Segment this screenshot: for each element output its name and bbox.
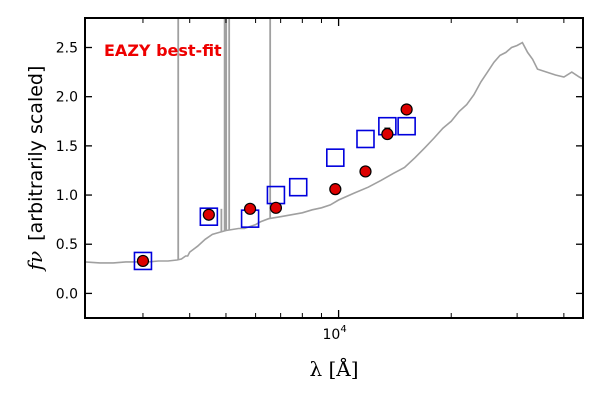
tick-layer: 0.0 0.5 1.0 1.5 2.0 2.5 104 [56, 18, 583, 343]
model-photometry-square [133, 251, 153, 271]
y-axis-label: fν [arbitrarily scaled] [23, 66, 47, 273]
x-tick-label: 104 [322, 324, 346, 343]
y-tick-label: 0.0 [56, 286, 78, 302]
y-axis-label-text: [arbitrarily scaled] [25, 66, 47, 241]
y-tick-label: 2.5 [56, 41, 78, 57]
observed-photometry-point [269, 201, 283, 214]
y-tick-label: 0.5 [56, 237, 78, 253]
model-photometry-square [356, 129, 375, 149]
y-axis-label-symbol: fν [23, 251, 47, 273]
model-photometry-square [326, 148, 345, 167]
plot-layer [85, 18, 583, 271]
observed-photometry-point [359, 165, 372, 178]
observed-photometry-point [381, 127, 394, 141]
x-tick-label-exponent: 4 [340, 324, 346, 335]
chart-annotation: EAZY best-fit [104, 41, 222, 60]
x-tick-label-base: 10 [322, 327, 340, 343]
plot-frame [84, 17, 584, 319]
x-axis-label: λ [Å] [309, 356, 358, 381]
model-photometry-square [199, 207, 219, 226]
observed-photometry-point [400, 103, 413, 116]
observed-photometry-point [243, 202, 257, 215]
observed-photometry-point [329, 183, 342, 196]
template-spectrum-line [85, 41, 583, 264]
y-tick-label: 2.0 [56, 90, 78, 106]
observed-photometry-point [136, 254, 150, 268]
y-tick-label: 1.5 [56, 139, 78, 155]
model-photometry-square [397, 116, 416, 136]
observed-photometry-point [202, 208, 215, 221]
model-photometry-square [288, 177, 308, 197]
y-tick-label: 1.0 [56, 188, 78, 204]
